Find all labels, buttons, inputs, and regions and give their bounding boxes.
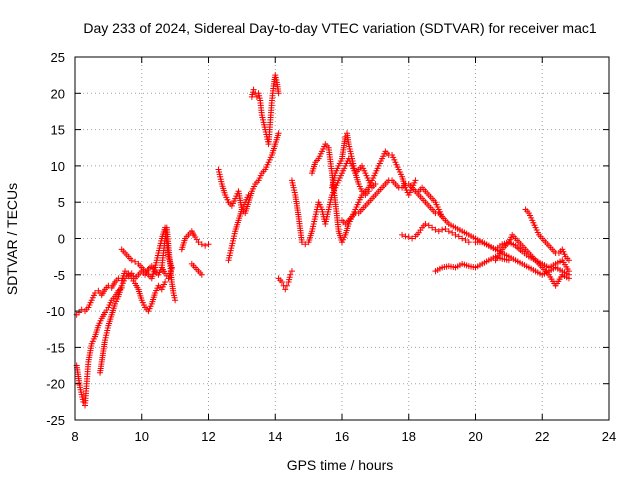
data-point <box>442 226 449 233</box>
grid-lines <box>75 57 609 420</box>
data-point <box>172 297 179 304</box>
y-tick-label: 0 <box>58 232 65 247</box>
data-point <box>455 233 462 240</box>
x-tick-label: 14 <box>268 429 282 444</box>
y-tick-label: 5 <box>58 195 65 210</box>
data-point <box>449 229 456 236</box>
x-tick-label: 12 <box>201 429 215 444</box>
data-point <box>402 233 409 240</box>
data-point <box>287 271 294 278</box>
data-point <box>250 86 257 93</box>
data-point <box>202 242 209 249</box>
y-tick-label: -10 <box>46 304 65 319</box>
x-tick-label: 20 <box>468 429 482 444</box>
data-point <box>198 241 205 248</box>
data-point <box>565 275 572 282</box>
x-tick-label: 8 <box>71 429 78 444</box>
x-tick-label: 16 <box>335 429 349 444</box>
data-point <box>283 282 290 289</box>
data-point <box>78 306 85 313</box>
data-point <box>76 309 83 316</box>
data-point <box>435 228 442 235</box>
y-tick-label: 15 <box>51 123 65 138</box>
data-point <box>275 130 282 137</box>
data-point <box>399 231 406 238</box>
data-point <box>405 234 412 241</box>
data-point <box>412 177 419 184</box>
x-tick-label: 22 <box>535 429 549 444</box>
data-point <box>162 279 169 286</box>
data-point <box>132 258 139 265</box>
data-point <box>282 286 289 293</box>
data-points <box>73 72 572 409</box>
x-tick-label: 24 <box>602 429 616 444</box>
y-tick-label: -15 <box>46 340 65 355</box>
data-point <box>168 264 175 271</box>
data-point <box>275 90 282 97</box>
y-tick-label: 20 <box>51 86 65 101</box>
data-point <box>439 226 446 233</box>
data-point <box>198 271 205 278</box>
data-point <box>445 228 452 235</box>
data-point <box>365 188 372 195</box>
x-tick-label: 18 <box>402 429 416 444</box>
y-axis-label: SDTVAR / TECUs <box>4 183 20 295</box>
data-point <box>462 236 469 243</box>
data-point <box>92 289 99 296</box>
chart-title: Day 233 of 2024, Sidereal Day-to-day VTE… <box>83 20 596 36</box>
data-point <box>298 239 305 246</box>
data-point <box>452 231 459 238</box>
data-point <box>278 279 285 286</box>
data-point <box>429 224 436 231</box>
y-tick-labels: 25 20 15 10 5 0 -5 -10 -15 -20 -25 <box>46 50 65 428</box>
x-tick-labels: 8 10 12 14 16 18 20 22 24 <box>71 429 616 444</box>
data-point <box>409 235 416 242</box>
data-point <box>288 268 295 275</box>
x-tick-label: 10 <box>135 429 149 444</box>
data-point <box>565 257 572 264</box>
data-point <box>302 241 309 248</box>
data-point <box>432 226 439 233</box>
y-tick-label: 10 <box>51 159 65 174</box>
data-point <box>425 222 432 229</box>
axis-ticks <box>74 56 610 421</box>
data-point <box>245 191 252 198</box>
data-point <box>422 220 429 227</box>
data-point <box>205 241 212 248</box>
y-tick-label: -5 <box>53 268 65 283</box>
data-point <box>459 235 466 242</box>
data-point <box>465 239 472 246</box>
y-tick-label: -20 <box>46 377 65 392</box>
data-point <box>372 181 379 188</box>
y-tick-label: 25 <box>51 50 65 65</box>
data-point <box>565 268 572 275</box>
data-point <box>128 257 135 264</box>
y-tick-label: -25 <box>46 413 65 428</box>
data-point <box>195 239 202 246</box>
data-point <box>505 257 512 264</box>
x-axis-label: GPS time / hours <box>287 457 394 473</box>
